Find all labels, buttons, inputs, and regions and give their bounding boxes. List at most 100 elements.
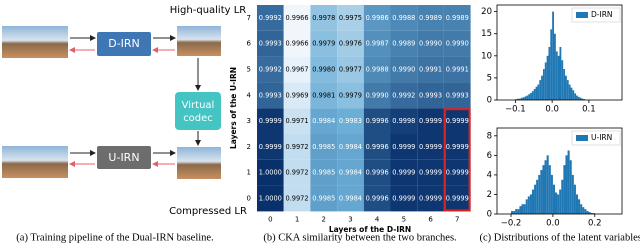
heat-cell — [417, 56, 444, 83]
x-axis-label: Layers of the D-IRN — [329, 225, 411, 234]
hist-bar — [534, 184, 537, 214]
cell-value: 0.9999 — [259, 143, 282, 151]
heat-cell — [337, 56, 364, 83]
x-tick-label: 5 — [402, 215, 406, 223]
hist-bar — [521, 204, 524, 214]
hist-bar — [525, 199, 528, 214]
cell-value: 0.9988 — [392, 14, 415, 22]
heat-cell — [337, 5, 364, 31]
node-label: codec — [183, 113, 213, 124]
hist-bar — [583, 99, 586, 100]
hist-bar — [570, 87, 573, 100]
cell-value: 0.9999 — [419, 195, 442, 203]
x-tick-label: 0.2 — [588, 219, 602, 229]
hist-bar — [519, 206, 522, 214]
heat-cell — [363, 56, 391, 83]
hist-bar — [527, 196, 530, 214]
cell-value: 0.9996 — [366, 169, 389, 177]
hist-bar — [517, 98, 520, 100]
legend-swatch — [576, 12, 588, 18]
heat-cell — [337, 159, 364, 186]
cell-value: 0.9996 — [366, 195, 389, 203]
cell-value: 0.9985 — [312, 195, 335, 203]
lr-image — [177, 26, 221, 56]
hist-bar — [541, 75, 543, 100]
cell-value: 0.9993 — [446, 91, 469, 99]
hist-bar — [537, 84, 540, 100]
x-tick-label: 3 — [348, 215, 352, 223]
heat-cell — [417, 30, 444, 57]
hist-bar — [581, 98, 584, 100]
hist-bar — [519, 98, 521, 100]
x-tick-label: 6 — [428, 215, 433, 223]
image-label: Compressed LR — [169, 206, 247, 217]
hist-bar — [592, 213, 595, 214]
x-tick-label: 0 — [268, 215, 272, 223]
hist-bar — [565, 75, 567, 100]
hist-bar — [522, 97, 525, 100]
cell-value: 0.9988 — [366, 66, 389, 74]
legend-box — [571, 130, 621, 146]
legend-label: D-IRN — [591, 10, 613, 19]
hist-bar — [567, 150, 570, 214]
heat-cell — [257, 108, 284, 134]
hist-bar — [515, 209, 518, 214]
cell-value: 0.9991 — [419, 66, 442, 74]
heat-cell — [310, 134, 338, 160]
heat-cell — [417, 134, 444, 160]
heat-cell — [390, 5, 418, 31]
heat-cell — [283, 56, 311, 83]
hist-bar — [565, 155, 568, 214]
hist-bar — [561, 179, 564, 214]
cell-value: 0.9999 — [446, 195, 469, 203]
cell-value: 0.9999 — [392, 143, 415, 151]
y-tick-label: 7 — [247, 14, 251, 22]
heat-cell — [257, 159, 284, 186]
hist-bar — [515, 99, 518, 100]
heat-cell — [443, 159, 471, 186]
heat-cell — [310, 159, 338, 186]
heat-cell — [310, 30, 338, 57]
y-tick-label: 0 — [487, 96, 492, 106]
heat-cell — [443, 108, 471, 134]
cell-value: 0.9985 — [312, 169, 335, 177]
heat-cell — [390, 56, 418, 83]
cell-value: 0.9966 — [286, 14, 309, 22]
heat-cell — [283, 159, 311, 186]
hist-bar — [531, 189, 535, 214]
cell-value: 0.9999 — [419, 117, 442, 125]
hist-bar — [576, 95, 578, 100]
hist-bar — [520, 97, 523, 100]
hist-bar — [561, 60, 564, 100]
x-tick-label: 0.0 — [546, 219, 560, 229]
heat-cell — [257, 5, 284, 31]
heat-cell — [337, 134, 364, 160]
cell-value: 0.9999 — [446, 143, 469, 151]
heat-cell — [283, 108, 311, 134]
cell-value: 0.9999 — [392, 195, 415, 203]
cell-value: 0.9983 — [339, 117, 362, 125]
heat-cell — [390, 185, 418, 212]
cell-value: 0.9989 — [419, 14, 442, 22]
cell-value: 0.9984 — [339, 195, 362, 203]
cell-value: 0.9984 — [312, 117, 335, 125]
hist-bar — [580, 204, 583, 214]
hist-bar — [531, 91, 534, 100]
y-tick-label: 5 — [487, 73, 492, 83]
cell-value: 0.9996 — [366, 117, 389, 125]
lr-image — [177, 147, 221, 179]
y-tick-label: 4 — [247, 91, 252, 99]
hist-bar — [584, 209, 587, 214]
hist-bar — [540, 170, 543, 214]
caption: (b) CKA similarity between the two branc… — [263, 232, 456, 243]
cell-value: 0.9981 — [312, 91, 335, 99]
node-label: D-IRN — [108, 37, 140, 50]
cell-value: 0.9984 — [339, 143, 362, 151]
hist-bar — [555, 51, 558, 100]
cell-value: 0.9986 — [366, 14, 389, 22]
cell-value: 0.9966 — [286, 40, 309, 48]
hist-bar — [563, 165, 566, 214]
plot-frame — [496, 127, 623, 215]
hist-bar — [530, 92, 532, 100]
hist-bar — [588, 212, 591, 214]
